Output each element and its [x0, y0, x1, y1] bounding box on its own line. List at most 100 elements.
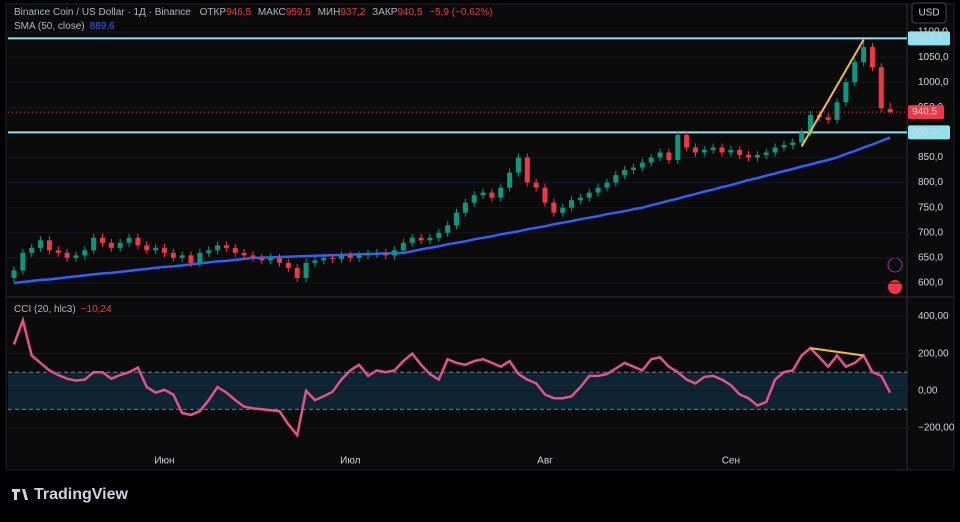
candle-body: [719, 147, 725, 153]
last-price-tag: [908, 105, 944, 120]
candle-body: [808, 114, 813, 133]
candle-body: [515, 157, 521, 173]
flag-icon[interactable]: [888, 280, 902, 294]
candle-body: [710, 147, 716, 150]
cci-value: −10,24: [81, 304, 112, 315]
field-name: ОТКР: [200, 7, 227, 18]
candle-body: [241, 252, 247, 256]
level-tag: [908, 125, 950, 140]
candle-body: [471, 195, 477, 203]
candle-body: [524, 157, 530, 183]
candle-body: [392, 250, 398, 256]
candle-body: [73, 255, 79, 258]
candle-body: [206, 250, 212, 253]
y-tick-label: 200,00: [918, 348, 949, 359]
candle-body: [338, 255, 344, 259]
candle-body: [188, 255, 194, 263]
candle-body: [498, 187, 504, 198]
candle-body: [153, 247, 159, 251]
cci-legend: CCI (20, hlc3) −10,24: [14, 304, 112, 315]
candle-body: [232, 247, 238, 253]
sma-legend: SMA (50, close) 889,6: [14, 21, 115, 32]
candle-body: [400, 242, 406, 251]
change: −5,9 (−0,62%): [429, 7, 492, 18]
candle-body: [622, 170, 628, 176]
candle-body: [135, 237, 141, 246]
candle-body: [215, 245, 221, 251]
symbol: Binance Coin / US Dollar · 1Д · Binance: [14, 7, 191, 18]
candle-body: [586, 192, 592, 198]
candle-body: [799, 132, 805, 143]
field-name: МИН: [318, 7, 341, 18]
candle-body: [825, 117, 831, 120]
candle-body: [268, 257, 274, 261]
candle-body: [330, 257, 336, 259]
candle-body: [409, 237, 415, 243]
candle-body: [179, 255, 185, 258]
level-label: 900,0: [912, 127, 937, 138]
field-name: МАКС: [258, 7, 286, 18]
candle-body: [648, 157, 654, 163]
y-tick-label: 600,0: [918, 278, 943, 289]
candle-body: [542, 187, 548, 203]
candle-body: [462, 202, 468, 213]
candle-body: [294, 267, 300, 278]
candle-body: [843, 82, 849, 103]
candle-body: [489, 192, 495, 198]
legend-header: Binance Coin / US Dollar · 1Д · Binance …: [14, 7, 493, 18]
y-tick-label: 750,0: [918, 202, 943, 213]
candle-body: [781, 144, 787, 148]
candle-body: [772, 147, 778, 153]
candle-body: [445, 225, 451, 233]
currency-button[interactable]: [911, 2, 947, 24]
x-tick-label: Июн: [154, 456, 174, 467]
field-value: 940,5: [397, 7, 422, 18]
candle-body: [250, 255, 256, 258]
candle-body: [878, 67, 884, 109]
candle-body: [507, 172, 513, 188]
candle-body: [763, 152, 769, 155]
candle-body: [834, 102, 840, 120]
x-tick-label: Сен: [722, 456, 740, 467]
candle-body: [29, 247, 35, 253]
currency[interactable]: USD: [918, 8, 939, 19]
y-tick-label: 700,0: [918, 227, 943, 238]
candle-body: [285, 262, 291, 268]
candle-body: [365, 253, 371, 256]
candle-body: [551, 202, 557, 213]
candle-body: [577, 197, 583, 201]
y-tick-label: 850,0: [918, 152, 943, 163]
candle-body: [321, 257, 327, 261]
y-tick-label: 1000,0: [918, 77, 949, 88]
candle-body: [737, 149, 743, 155]
candle-body: [170, 252, 176, 258]
candle-body: [861, 47, 867, 63]
candle-body: [675, 134, 681, 161]
candle-body: [746, 154, 752, 158]
candle-body: [569, 200, 575, 208]
candle-body: [82, 250, 88, 256]
candle-body: [303, 262, 309, 278]
sma-name: SMA (50, close): [14, 21, 85, 32]
x-tick-label: Авг: [537, 456, 553, 467]
candle-body: [38, 240, 44, 248]
cci-name: CCI (20, hlc3): [14, 304, 76, 315]
candle-body: [383, 252, 389, 256]
candle-body: [869, 47, 875, 68]
sma-value: 889,6: [90, 21, 115, 32]
candle-body: [418, 237, 424, 241]
candle-body: [347, 255, 353, 258]
candle-body: [701, 149, 707, 153]
candle-body: [631, 167, 636, 171]
candle-body: [55, 250, 61, 253]
line: [13, 136, 891, 285]
candle-body: [604, 182, 610, 188]
trend-line: [810, 347, 864, 357]
candle-body: [20, 252, 26, 271]
candle-body: [436, 232, 442, 238]
candle-body: [259, 257, 265, 261]
candle-body: [161, 247, 167, 253]
y-tick-label: 0,00: [918, 385, 938, 396]
candle-body: [595, 187, 601, 193]
